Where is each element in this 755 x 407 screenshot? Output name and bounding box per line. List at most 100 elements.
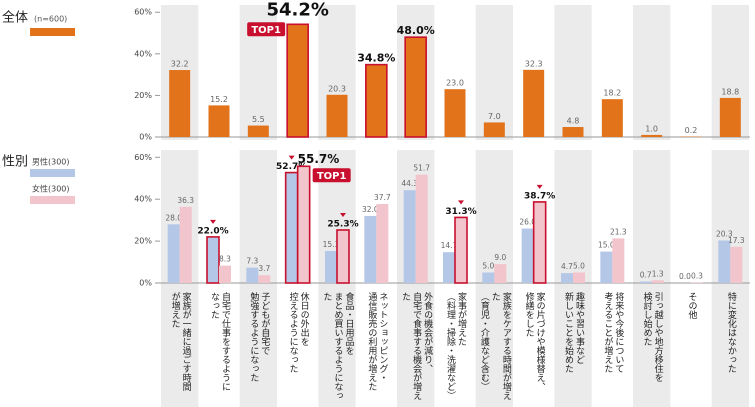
- panel-title: 全体: [2, 10, 28, 26]
- bar: [454, 216, 468, 284]
- bar: [336, 229, 350, 284]
- x-tick-label: その他: [686, 292, 697, 319]
- x-tick-label-box: 趣味や習い事など 新しいことを始めた: [553, 292, 592, 405]
- bar: [521, 228, 534, 283]
- bar: [719, 97, 741, 137]
- legend-label: 女性(300): [32, 184, 70, 194]
- value-label: 36.3: [177, 196, 194, 205]
- y-tick-label: 60%: [134, 8, 152, 17]
- value-label: 52.7%: [276, 162, 307, 172]
- bar: [326, 94, 348, 137]
- highlight-marker: [340, 212, 346, 217]
- x-tick-label: 引っ越しや地方移住を 検討し始めた: [641, 292, 663, 382]
- value-label: 5.0: [482, 262, 494, 271]
- y-tick-label: 20%: [134, 237, 152, 246]
- legend-label: 男性(300): [32, 157, 70, 167]
- highlight-marker: [288, 155, 295, 160]
- value-label: 4.7: [561, 262, 573, 271]
- bar: [651, 280, 664, 283]
- bar: [286, 23, 309, 138]
- x-tick-label-box: 将来や今後について 考えることが増えた: [593, 292, 632, 405]
- bar: [219, 265, 231, 283]
- bar: [600, 251, 613, 283]
- value-label: 0.3: [691, 271, 703, 280]
- value-label: 38.7%: [524, 191, 555, 201]
- bar: [403, 190, 416, 283]
- value-label: 0.0: [679, 272, 691, 281]
- bar: [246, 267, 259, 283]
- x-tick-label: 将来や今後について 考えることが増えた: [602, 292, 624, 373]
- value-label: 44.3: [401, 179, 418, 188]
- bar: [258, 275, 271, 283]
- value-label: 15.2: [210, 95, 228, 104]
- value-label: 21.3: [610, 227, 627, 236]
- value-label: 0.7: [640, 271, 652, 280]
- value-label: 7.3: [246, 257, 258, 266]
- legend-swatch: [30, 196, 75, 204]
- value-label: 26.0: [519, 218, 536, 227]
- panel-subtitle: (n=600): [34, 15, 67, 24]
- highlight-marker: [536, 184, 543, 189]
- bar: [494, 264, 507, 283]
- x-tick-label-box: 家族が一緒に過ごす時間 が増えた: [160, 292, 199, 405]
- bar: [639, 281, 652, 283]
- top-badge-label: TOP1: [251, 25, 281, 36]
- value-label: 37.7: [374, 193, 391, 202]
- bar: [179, 206, 192, 283]
- x-tick-label: 趣味や習い事など 新しいことを始めた: [562, 292, 584, 373]
- x-tick-label-box: 特に変化はなかった: [711, 292, 750, 405]
- x-tick-label: 外食の機会が減り、 自宅で食事する機会が増えた: [400, 292, 433, 400]
- value-label: 0.2: [685, 126, 698, 135]
- bar: [483, 122, 505, 137]
- value-label: 51.7: [413, 164, 430, 173]
- x-tick-label-box: 引っ越しや地方移住を 検討し始めた: [632, 292, 671, 405]
- bar: [404, 36, 427, 138]
- x-tick-label: 自宅で仕事をするように なった: [208, 292, 230, 391]
- bar: [718, 240, 731, 283]
- y-tick-label: 60%: [134, 153, 152, 162]
- x-tick-label: 家事が増えた （料理・掃除・洗濯など）: [444, 292, 466, 400]
- legend-swatch: [30, 169, 75, 177]
- x-tick-label-box: 自宅で仕事をするように なった: [199, 292, 238, 405]
- value-label: 20.3: [716, 229, 733, 238]
- bar: [561, 273, 573, 283]
- value-label: 55.7%: [298, 152, 340, 166]
- bar: [443, 252, 455, 283]
- bar: [641, 134, 663, 137]
- bar: [247, 125, 269, 137]
- value-label: 32.3: [525, 59, 543, 68]
- x-tick-label: 家族をケアする時間が増えた （育児・介護など含む）: [478, 292, 511, 400]
- legend-swatch: [30, 28, 75, 36]
- bar: [573, 272, 585, 283]
- value-label: 22.0%: [197, 226, 228, 236]
- value-label: 1.0: [645, 124, 658, 133]
- value-label: 25.3%: [327, 219, 358, 229]
- highlight-marker: [210, 219, 216, 224]
- x-tick-label-box: 食品・日用品を まとめ買いするようになった: [317, 292, 356, 405]
- bar: [612, 238, 625, 283]
- bar: [365, 63, 388, 138]
- bar: [284, 171, 299, 284]
- value-label: 34.8%: [357, 52, 395, 65]
- top-badge-label: TOP1: [317, 171, 347, 182]
- value-label: 4.8: [567, 117, 580, 126]
- value-label: 9.0: [494, 253, 506, 262]
- column-stripe: [475, 5, 513, 140]
- bar: [444, 89, 466, 137]
- panel-title: 性別: [2, 155, 28, 170]
- x-tick-label-box: 家族をケアする時間が増えた （育児・介護など含む）: [475, 292, 514, 405]
- value-label: 28.0: [165, 213, 182, 222]
- x-tick-label: 休日の外出を 控えるようになった: [287, 292, 309, 373]
- bar: [206, 236, 220, 284]
- bar: [482, 272, 495, 283]
- highlight-marker: [458, 200, 464, 205]
- x-tick-label-box: 家の片づけや模様替え、 修繕をした: [514, 292, 553, 405]
- value-label: 32.0: [362, 205, 379, 214]
- column-stripe: [633, 5, 671, 140]
- x-tick-label-box: 家事が増えた （料理・掃除・洗濯など）: [435, 292, 474, 405]
- x-tick-label-box: 外食の機会が減り、 自宅で食事する機会が増えた: [396, 292, 435, 405]
- value-label: 54.2%: [266, 0, 328, 20]
- column-stripe: [633, 150, 671, 407]
